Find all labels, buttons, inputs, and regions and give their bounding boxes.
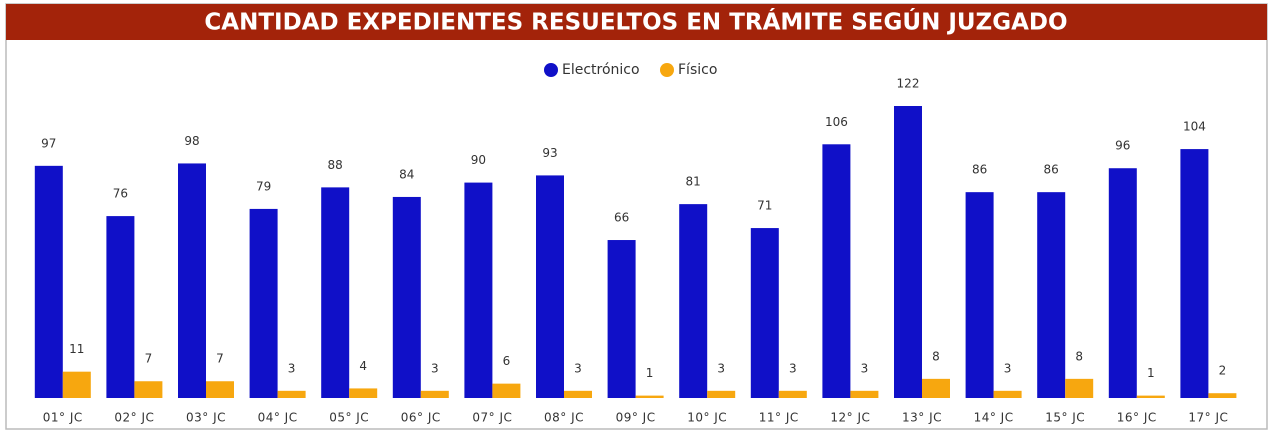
x-tick-label: 03° JC xyxy=(186,411,226,425)
x-tick-label: 07° JC xyxy=(472,411,512,425)
chart-title: CANTIDAD EXPEDIENTES RESUELTOS EN TRÁMIT… xyxy=(204,8,1067,36)
data-label: 81 xyxy=(686,175,701,189)
data-label: 8 xyxy=(932,349,940,363)
x-tick-label: 04° JC xyxy=(258,411,298,425)
bar xyxy=(965,192,994,398)
title-banner xyxy=(6,4,1267,40)
data-label: 98 xyxy=(184,134,199,148)
data-label: 97 xyxy=(41,136,56,150)
bar xyxy=(536,175,564,398)
data-label: 96 xyxy=(1115,139,1130,153)
bar xyxy=(277,390,306,398)
bar xyxy=(635,395,664,398)
data-label: 93 xyxy=(542,146,557,160)
x-tick-label: 16° JC xyxy=(1117,411,1157,425)
data-label: 106 xyxy=(825,115,848,129)
x-tick-label: 14° JC xyxy=(974,411,1014,425)
bar xyxy=(679,204,708,398)
x-tick-label: 02° JC xyxy=(114,411,154,425)
bar xyxy=(822,144,851,398)
data-label: 3 xyxy=(1004,361,1012,375)
bar xyxy=(1208,393,1237,398)
bar xyxy=(420,390,449,398)
bar xyxy=(206,381,234,398)
bar xyxy=(492,383,521,398)
data-label: 3 xyxy=(431,361,439,375)
bar xyxy=(1136,395,1165,398)
data-label: 7 xyxy=(145,352,153,366)
bar xyxy=(1037,192,1066,398)
legend-swatch xyxy=(660,63,674,77)
data-label: 4 xyxy=(359,359,367,373)
bar xyxy=(464,182,493,398)
x-tick-label: 15° JC xyxy=(1045,411,1085,425)
data-label: 3 xyxy=(288,361,296,375)
data-label: 8 xyxy=(1075,349,1083,363)
bar xyxy=(1108,168,1137,398)
bar xyxy=(750,228,779,398)
x-tick-label: 13° JC xyxy=(902,411,942,425)
legend: Electrónico Físico xyxy=(544,62,717,78)
data-label: 3 xyxy=(861,361,869,375)
data-label: 3 xyxy=(574,361,582,375)
data-label: 71 xyxy=(757,199,772,213)
data-label: 86 xyxy=(972,163,987,177)
data-label: 66 xyxy=(614,211,629,225)
data-label: 7 xyxy=(216,352,224,366)
bar xyxy=(249,208,278,398)
bar xyxy=(993,390,1022,398)
bar xyxy=(707,390,736,398)
legend-swatch xyxy=(544,63,558,77)
x-tick-label: 17° JC xyxy=(1188,411,1228,425)
x-tick-label: 08° JC xyxy=(544,411,584,425)
data-label: 1 xyxy=(646,366,654,380)
bar xyxy=(134,381,163,398)
bar xyxy=(34,165,63,398)
bar xyxy=(178,163,206,398)
data-label: 90 xyxy=(471,153,486,167)
data-label: 11 xyxy=(69,342,84,356)
bar xyxy=(1180,149,1209,398)
x-tick-label: 11° JC xyxy=(759,411,799,425)
legend-label: Físico xyxy=(678,62,717,78)
bar xyxy=(894,106,922,398)
bar xyxy=(564,390,592,398)
bar xyxy=(922,378,950,398)
data-label: 1 xyxy=(1147,366,1155,380)
bar xyxy=(62,371,91,398)
legend-label: Electrónico xyxy=(562,62,640,78)
x-tick-label: 10° JC xyxy=(687,411,727,425)
data-label: 2 xyxy=(1219,364,1227,378)
x-tick-label: 05° JC xyxy=(329,411,369,425)
bar xyxy=(106,216,135,398)
bar xyxy=(607,240,636,398)
data-label: 76 xyxy=(113,187,128,201)
x-tick-label: 09° JC xyxy=(616,411,656,425)
bar xyxy=(1065,378,1094,398)
data-label: 104 xyxy=(1183,120,1206,134)
data-label: 79 xyxy=(256,179,271,193)
bar xyxy=(850,390,879,398)
data-label: 6 xyxy=(503,354,511,368)
data-label: 88 xyxy=(328,158,343,172)
data-label: 84 xyxy=(399,167,414,181)
data-label: 86 xyxy=(1044,163,1059,177)
data-label: 3 xyxy=(789,361,797,375)
bar xyxy=(392,196,421,398)
x-tick-label: 06° JC xyxy=(401,411,441,425)
bar xyxy=(778,390,807,398)
x-tick-label: 01° JC xyxy=(43,411,83,425)
data-label: 122 xyxy=(897,77,920,91)
bar xyxy=(349,388,378,398)
x-tick-label: 12° JC xyxy=(830,411,870,425)
data-label: 3 xyxy=(717,361,725,375)
bar xyxy=(321,187,350,398)
